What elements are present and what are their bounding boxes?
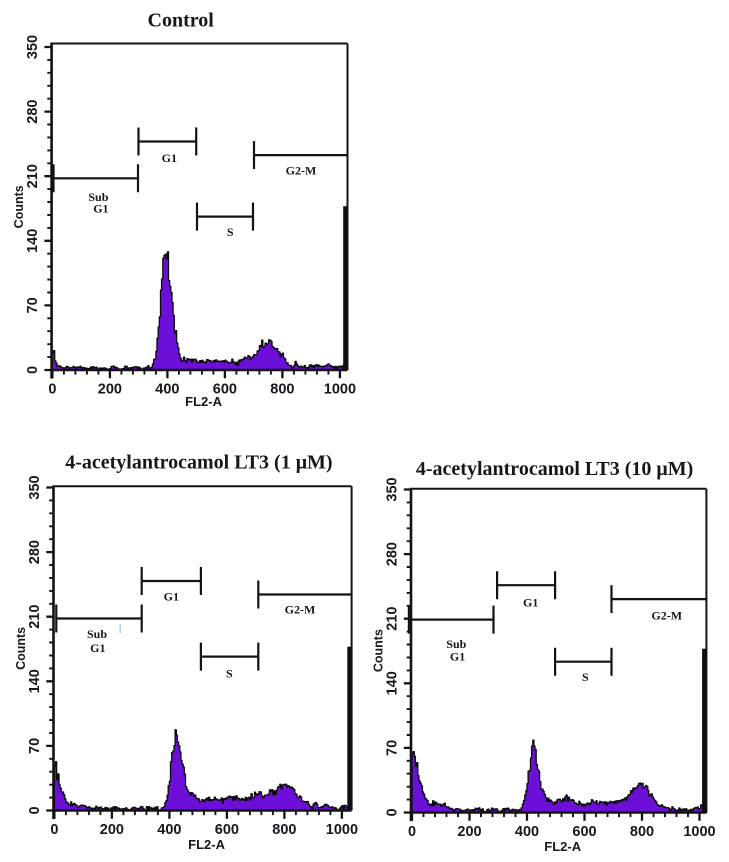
svg-text:200: 200 [457,824,481,840]
svg-text:140: 140 [27,669,43,693]
svg-text:140: 140 [25,229,41,253]
svg-text:S: S [226,667,233,681]
svg-text:200: 200 [98,382,122,398]
svg-text:0: 0 [50,822,58,838]
svg-text:G1: G1 [450,650,465,664]
svg-text:G1: G1 [90,641,105,655]
svg-text:350: 350 [27,475,43,499]
svg-text:800: 800 [630,824,654,840]
svg-text:G1: G1 [523,596,538,610]
svg-text:600: 600 [572,824,596,840]
svg-text:G1: G1 [93,201,108,215]
svg-text:0: 0 [384,808,400,816]
svg-text:FL2-A: FL2-A [544,839,581,854]
svg-text:1000: 1000 [683,824,715,840]
svg-text:Sub: Sub [446,637,466,651]
svg-text:200: 200 [100,822,124,838]
svg-text:G2-M: G2-M [286,164,317,178]
svg-text:G1: G1 [164,590,179,604]
svg-text:210: 210 [25,164,41,188]
svg-text:0: 0 [408,824,416,840]
svg-text:Sub: Sub [88,190,108,204]
svg-text:Counts: Counts [14,627,28,670]
svg-text:400: 400 [157,822,181,838]
svg-text:S: S [227,225,234,239]
svg-text:280: 280 [25,99,41,123]
svg-text:210: 210 [27,605,43,629]
svg-text:800: 800 [272,822,296,838]
svg-text:G2-M: G2-M [651,609,682,623]
svg-text:400: 400 [515,824,539,840]
svg-text:0: 0 [48,382,56,398]
svg-text:280: 280 [384,542,400,566]
svg-text:280: 280 [27,540,43,564]
svg-text:FL2-A: FL2-A [188,837,225,852]
svg-text:70: 70 [27,738,43,754]
svg-text:Counts: Counts [12,185,26,228]
svg-text:4-acetylantrocamol LT3 (10 μM): 4-acetylantrocamol LT3 (10 μM) [416,458,693,480]
svg-text:0: 0 [27,806,43,814]
svg-text:350: 350 [25,35,41,59]
svg-text:600: 600 [213,382,237,398]
svg-text:4-acetylantrocamol LT3 (1 μM): 4-acetylantrocamol LT3 (1 μM) [65,451,332,473]
svg-text:G1: G1 [162,151,177,165]
svg-text:Control: Control [148,10,215,32]
svg-text:600: 600 [215,822,239,838]
svg-text:G2-M: G2-M [285,603,316,617]
svg-text:70: 70 [25,297,41,313]
svg-text:210: 210 [384,607,400,631]
svg-text:140: 140 [384,671,400,695]
svg-text:800: 800 [270,382,294,398]
svg-text:FL2-A: FL2-A [185,394,222,409]
svg-text:Sub: Sub [87,627,107,641]
svg-text:S: S [582,670,589,684]
svg-text:350: 350 [384,477,400,501]
svg-text:70: 70 [384,740,400,756]
svg-text:Counts: Counts [371,629,385,672]
svg-text:1000: 1000 [324,382,356,398]
svg-text:1000: 1000 [326,822,358,838]
svg-text:0: 0 [25,366,41,374]
svg-text:400: 400 [155,382,179,398]
